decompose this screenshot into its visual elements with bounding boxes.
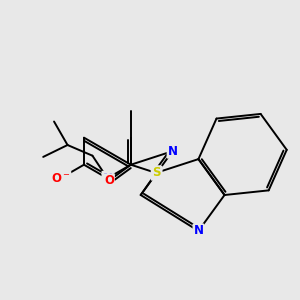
Text: N: N (167, 145, 178, 158)
Text: O$^-$: O$^-$ (51, 172, 70, 185)
Text: N: N (102, 172, 112, 185)
Text: N: N (152, 167, 162, 180)
Text: O: O (104, 174, 114, 187)
Text: S: S (152, 166, 160, 179)
Text: N: N (194, 224, 203, 237)
